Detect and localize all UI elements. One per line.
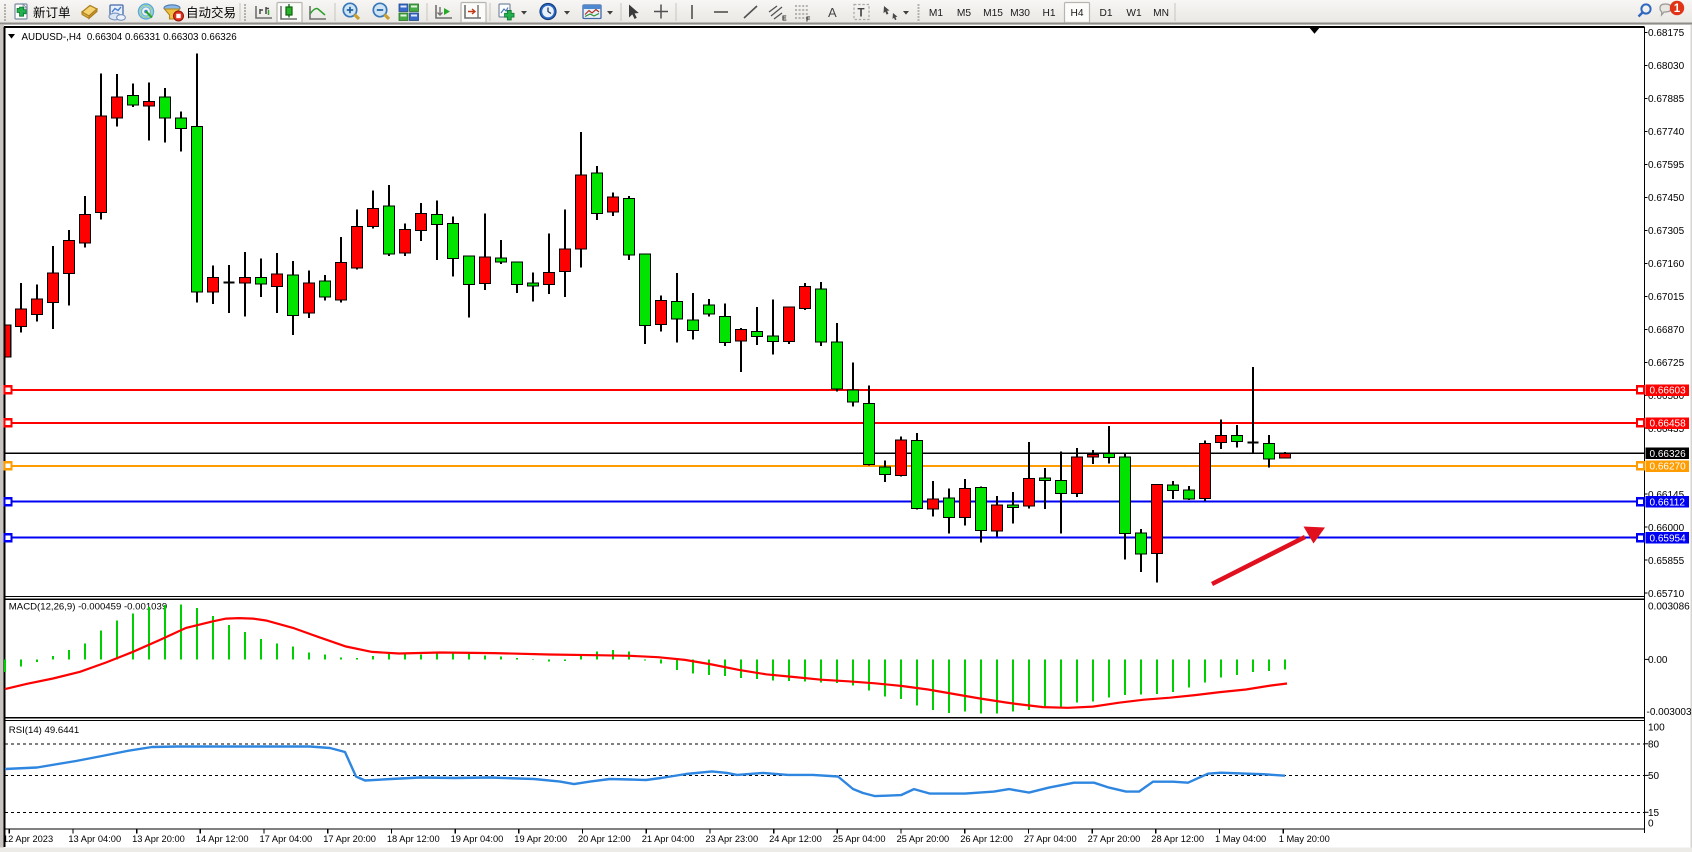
svg-text:0.66435: 0.66435: [1648, 424, 1685, 435]
svg-text:W1: W1: [1126, 8, 1142, 19]
svg-text:0.67305: 0.67305: [1648, 226, 1685, 237]
svg-text:21 Apr 04:00: 21 Apr 04:00: [642, 834, 695, 844]
svg-text:0.66145: 0.66145: [1648, 490, 1685, 501]
svg-text:0.66458: 0.66458: [1650, 419, 1687, 430]
svg-text:19 Apr 20:00: 19 Apr 20:00: [514, 834, 567, 844]
svg-text:27 Apr 20:00: 27 Apr 20:00: [1088, 834, 1141, 844]
svg-text:0.67015: 0.67015: [1648, 292, 1685, 303]
svg-text:0.003086: 0.003086: [1648, 601, 1690, 612]
svg-text:M30: M30: [1010, 8, 1030, 19]
svg-text:0.67160: 0.67160: [1648, 259, 1685, 270]
svg-text:T: T: [858, 8, 865, 20]
svg-text:自动交易: 自动交易: [186, 5, 236, 20]
svg-text:24 Apr 12:00: 24 Apr 12:00: [769, 834, 822, 844]
svg-text:1 May 20:00: 1 May 20:00: [1279, 834, 1330, 844]
svg-text:0.67885: 0.67885: [1648, 94, 1685, 105]
svg-text:25 Apr 20:00: 25 Apr 20:00: [897, 834, 950, 844]
svg-text:0.00: 0.00: [1648, 655, 1668, 666]
svg-text:80: 80: [1648, 739, 1660, 750]
svg-text:0.65710: 0.65710: [1648, 589, 1685, 600]
svg-text:-0.003003: -0.003003: [1647, 707, 1692, 718]
svg-text:0.67450: 0.67450: [1648, 193, 1685, 204]
svg-text:0.66580: 0.66580: [1648, 391, 1685, 402]
svg-text:12 Apr 2023: 12 Apr 2023: [3, 834, 53, 844]
svg-text:19 Apr 04:00: 19 Apr 04:00: [451, 834, 504, 844]
svg-text:RSI(14) 49.6441: RSI(14) 49.6441: [9, 725, 79, 736]
svg-text:F: F: [806, 17, 811, 24]
svg-text:50: 50: [1648, 771, 1660, 782]
svg-text:0.66870: 0.66870: [1648, 325, 1685, 336]
svg-text:0.65954: 0.65954: [1650, 533, 1687, 544]
svg-text:27 Apr 04:00: 27 Apr 04:00: [1024, 834, 1077, 844]
svg-text:15: 15: [1648, 808, 1660, 819]
svg-text:13 Apr 04:00: 13 Apr 04:00: [68, 834, 121, 844]
svg-text:18 Apr 12:00: 18 Apr 12:00: [387, 834, 440, 844]
svg-text:M1: M1: [929, 8, 943, 19]
svg-text:100: 100: [1648, 723, 1665, 734]
svg-text:0.68030: 0.68030: [1648, 61, 1685, 72]
svg-text:新订单: 新订单: [33, 5, 71, 20]
svg-text:0.66725: 0.66725: [1648, 358, 1685, 369]
svg-text:23 Apr 23:00: 23 Apr 23:00: [705, 834, 758, 844]
svg-text:MACD(12,26,9) -0.000459 -0.001: MACD(12,26,9) -0.000459 -0.001039: [9, 602, 167, 613]
svg-text:0.65855: 0.65855: [1648, 556, 1685, 567]
svg-text:AUDUSD-,H4 0.66304 0.66331 0.: AUDUSD-,H4 0.66304 0.66331 0.66303 0.663…: [22, 32, 238, 43]
svg-text:0.66112: 0.66112: [1650, 497, 1686, 508]
svg-text:M5: M5: [957, 8, 971, 19]
svg-text:0.66270: 0.66270: [1650, 462, 1687, 473]
svg-text:17 Apr 20:00: 17 Apr 20:00: [323, 834, 376, 844]
svg-text:A: A: [828, 5, 837, 20]
svg-text:1: 1: [1674, 3, 1681, 15]
svg-text:0.66603: 0.66603: [1650, 386, 1687, 397]
svg-text:0: 0: [1648, 819, 1654, 830]
svg-text:0.66000: 0.66000: [1648, 523, 1685, 534]
svg-text:E: E: [782, 16, 787, 23]
svg-text:H1: H1: [1042, 8, 1055, 19]
svg-text:25 Apr 04:00: 25 Apr 04:00: [833, 834, 886, 844]
svg-text:17 Apr 04:00: 17 Apr 04:00: [260, 834, 313, 844]
svg-text:14 Apr 12:00: 14 Apr 12:00: [196, 834, 249, 844]
svg-text:28 Apr 12:00: 28 Apr 12:00: [1151, 834, 1204, 844]
svg-text:0.66326: 0.66326: [1650, 449, 1687, 460]
svg-text:1 May 04:00: 1 May 04:00: [1215, 834, 1266, 844]
svg-text:MN: MN: [1153, 8, 1169, 19]
svg-text:13 Apr 20:00: 13 Apr 20:00: [132, 834, 185, 844]
svg-text:0.67740: 0.67740: [1648, 127, 1685, 138]
svg-text:0.68175: 0.68175: [1648, 28, 1685, 39]
svg-text:20 Apr 12:00: 20 Apr 12:00: [578, 834, 631, 844]
svg-text:H4: H4: [1070, 8, 1083, 19]
svg-text:D1: D1: [1099, 8, 1112, 19]
svg-text:0.67595: 0.67595: [1648, 160, 1685, 171]
svg-text:M15: M15: [983, 8, 1003, 19]
svg-text:26 Apr 12:00: 26 Apr 12:00: [960, 834, 1013, 844]
